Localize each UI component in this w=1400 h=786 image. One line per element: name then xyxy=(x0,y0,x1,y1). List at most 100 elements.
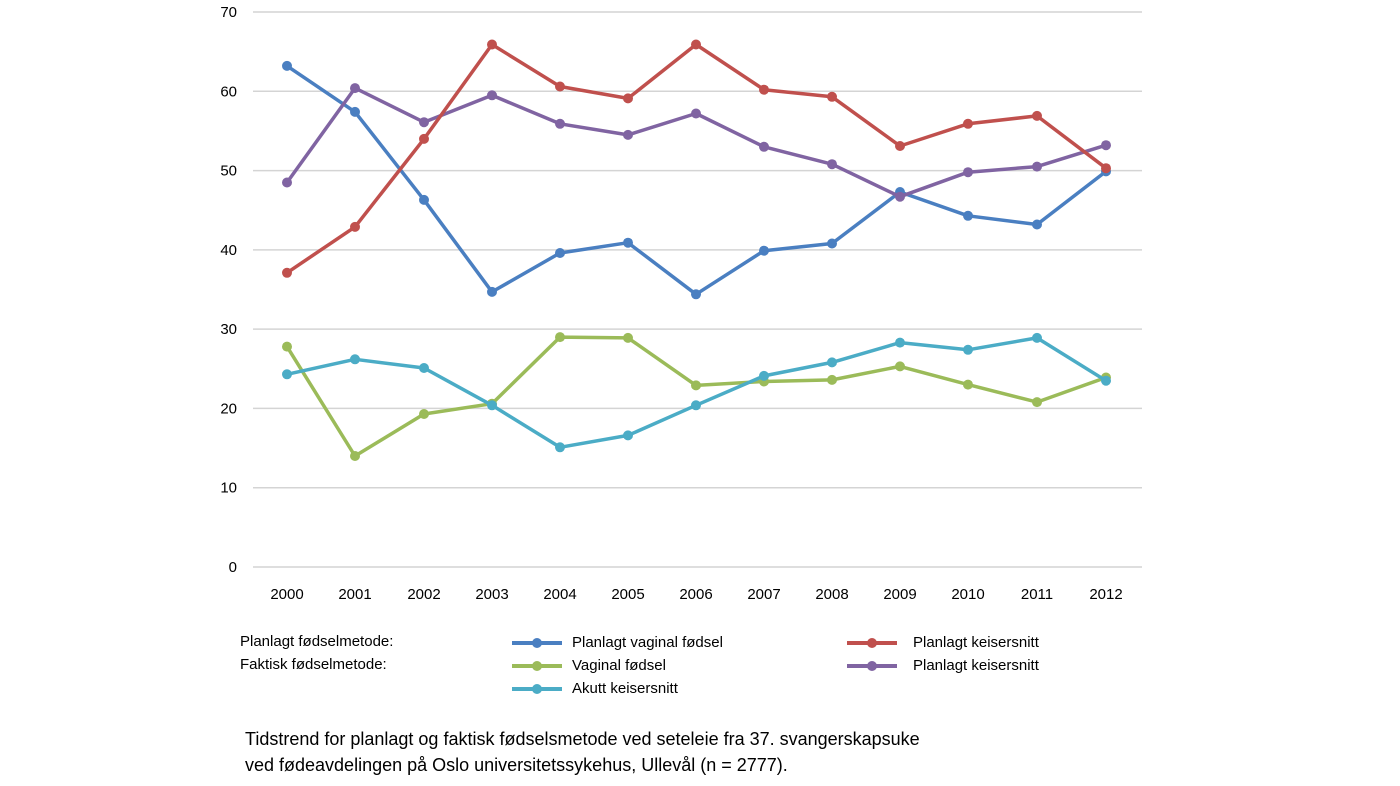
data-point xyxy=(419,409,429,419)
x-tick-label: 2006 xyxy=(679,586,712,603)
y-tick-label: 0 xyxy=(229,559,237,576)
series-4 xyxy=(282,332,1111,453)
data-point xyxy=(555,248,565,258)
legend-label: Vaginal fødsel xyxy=(572,657,666,674)
data-point xyxy=(350,106,360,117)
data-point xyxy=(282,177,292,188)
data-point xyxy=(1032,397,1042,408)
data-point xyxy=(282,267,292,278)
data-point xyxy=(487,90,497,101)
data-point xyxy=(827,159,837,170)
y-tick-label: 40 xyxy=(220,242,237,259)
caption-line-1: Tidstrend for planlagt og faktisk fødsel… xyxy=(245,729,920,749)
data-point xyxy=(1032,161,1042,172)
data-point xyxy=(1101,163,1111,174)
legend-label: Planlagt keisersnitt xyxy=(913,657,1039,674)
x-tick-label: 2009 xyxy=(883,586,916,603)
legend-label: Planlagt keisersnitt xyxy=(913,634,1039,651)
y-tick-label: 20 xyxy=(220,400,237,417)
data-point xyxy=(623,129,633,140)
legend-swatch-blue xyxy=(512,638,562,648)
data-point xyxy=(419,194,429,205)
y-tick-label: 30 xyxy=(220,321,237,338)
series-1 xyxy=(282,39,1111,278)
legend-row-planned-label: Planlagt fødselmetode: xyxy=(240,633,394,650)
data-point xyxy=(1101,140,1111,151)
data-point xyxy=(623,93,633,104)
y-axis-ticks: 0 10 20 30 40 50 60 70 xyxy=(220,4,237,576)
data-point xyxy=(282,341,292,352)
legend-swatch-cyan xyxy=(512,684,562,694)
series-0 xyxy=(282,60,1111,300)
data-point xyxy=(759,370,769,381)
data-point xyxy=(895,361,905,372)
data-point xyxy=(827,357,837,368)
data-point xyxy=(691,380,701,391)
data-point xyxy=(419,363,429,373)
data-point xyxy=(895,337,905,348)
x-tick-label: 2001 xyxy=(338,586,371,603)
series-line xyxy=(285,335,1107,458)
x-tick-label: 2008 xyxy=(815,586,848,603)
y-tick-label: 60 xyxy=(220,83,237,100)
data-point xyxy=(282,369,292,380)
data-point xyxy=(1032,219,1042,230)
data-point xyxy=(1101,375,1111,386)
y-tick-label: 70 xyxy=(220,4,237,21)
x-tick-label: 2011 xyxy=(1021,586,1053,603)
data-point xyxy=(419,133,429,144)
data-point xyxy=(350,451,360,461)
x-tick-label: 2002 xyxy=(407,586,440,603)
legend-label: Akutt keisersnitt xyxy=(572,680,678,697)
x-tick-label: 2004 xyxy=(543,586,576,603)
data-point xyxy=(555,81,565,92)
data-point xyxy=(555,118,565,129)
gridlines xyxy=(253,11,1142,568)
data-point xyxy=(895,191,905,202)
x-tick-label: 2000 xyxy=(270,586,303,603)
data-point xyxy=(487,286,497,297)
data-point xyxy=(963,167,973,178)
data-point xyxy=(827,238,837,249)
y-tick-label: 10 xyxy=(220,480,237,497)
data-point xyxy=(895,141,905,151)
x-tick-label: 2003 xyxy=(475,586,508,603)
caption-line-2: ved fødeavdelingen på Oslo universitetss… xyxy=(245,755,788,775)
legend-swatch-red xyxy=(847,638,897,648)
data-point xyxy=(759,84,769,95)
series-line xyxy=(286,42,1108,275)
data-point xyxy=(963,379,973,390)
series-line xyxy=(286,336,1107,450)
data-point xyxy=(963,210,973,221)
data-point xyxy=(691,400,701,411)
data-point xyxy=(1032,332,1042,343)
data-point xyxy=(759,141,769,152)
data-point xyxy=(827,374,837,385)
data-point xyxy=(487,39,497,50)
y-tick-label: 50 xyxy=(220,163,237,180)
data-point xyxy=(623,430,633,441)
data-point xyxy=(963,118,973,129)
legend-row-actual-label: Faktisk fødselmetode: xyxy=(240,656,387,673)
data-point xyxy=(623,332,633,343)
series-3 xyxy=(282,83,1111,202)
x-tick-label: 2010 xyxy=(951,586,984,603)
line-chart: 0 10 20 30 40 50 60 70 2000 2001 2002 2003 2004 20 0 5… xyxy=(220,4,1142,603)
legend-swatch-green xyxy=(512,661,562,671)
data-point xyxy=(282,60,292,71)
figure-caption: Tidstrend for planlagt og faktisk fødsel… xyxy=(245,726,920,778)
legend-swatch-purple xyxy=(847,661,897,671)
data-point xyxy=(691,289,701,300)
x-tick-label: 2012 xyxy=(1089,586,1122,603)
data-point xyxy=(487,400,497,411)
series-lines xyxy=(282,39,1111,461)
data-point xyxy=(623,237,633,248)
series-2 xyxy=(282,332,1111,461)
x-axis-ticks: 2000 2001 2002 2003 2004 2005 2006 2007 2008 2009… xyxy=(270,586,1122,603)
series-line xyxy=(286,64,1108,297)
data-point xyxy=(350,83,360,94)
x-tick-label: 2007 xyxy=(747,586,780,603)
data-point xyxy=(555,442,565,453)
data-point xyxy=(691,108,701,119)
data-point xyxy=(963,344,973,355)
